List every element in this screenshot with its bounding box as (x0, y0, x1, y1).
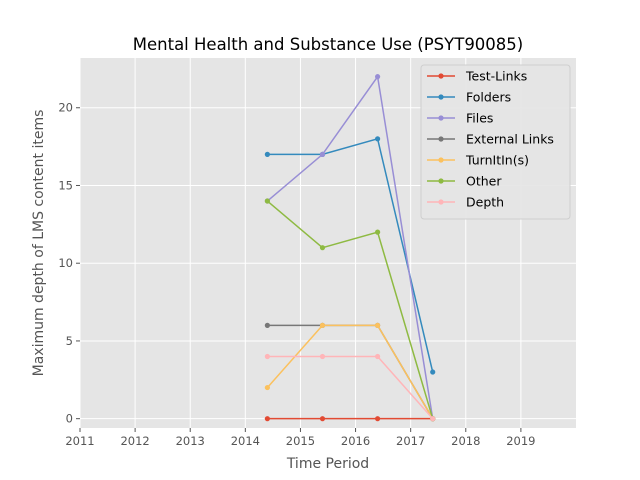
data-point (264, 416, 270, 422)
x-tick-label: 2019 (506, 434, 535, 448)
data-point (319, 245, 326, 251)
y-tick-label: 0 (66, 412, 73, 426)
x-tick-label: 2014 (231, 434, 260, 448)
data-point (264, 384, 270, 391)
series-depth (264, 353, 436, 422)
legend-swatch-marker (438, 115, 444, 121)
legend: Test-Links Folders Files External Links Turn… (420, 64, 571, 220)
legend-label: External Links (466, 132, 554, 147)
series-line (266, 200, 434, 419)
legend-item: Folders (427, 90, 511, 105)
y-tick-label: 15 (58, 178, 73, 192)
x-axis-ticks: 2011 2012 2013 2014 2015 2016 2017 2018 2019 (65, 428, 536, 448)
series-line (267, 137, 434, 373)
data-point (319, 322, 326, 328)
y-tick-label: 5 (66, 334, 73, 348)
y-tick-label: 20 (58, 101, 73, 115)
legend-swatch-marker (438, 136, 444, 142)
data-point (375, 416, 381, 422)
data-point (375, 74, 381, 80)
legend-item: Depth (427, 195, 504, 210)
series-layer (264, 74, 436, 422)
x-tick-label: 2011 (65, 434, 94, 448)
data-point (430, 369, 436, 375)
legend-swatch-marker (438, 73, 444, 79)
legend-swatch-marker (438, 157, 444, 163)
x-tick-label: 2017 (396, 434, 425, 448)
series-line (267, 355, 434, 420)
legend-item: Other (427, 174, 502, 189)
data-point (319, 353, 326, 360)
data-point (264, 198, 270, 204)
x-tick-label: 2013 (176, 434, 205, 448)
legend-swatch-marker (438, 94, 444, 100)
x-axis-label: Time Period (286, 456, 369, 472)
y-tick-label: 10 (58, 256, 73, 270)
y-axis-label: Maximum depth of LMS content items (31, 110, 47, 377)
chart-title: Mental Health and Substance Use (PSYT900… (133, 35, 524, 54)
legend-label: Folders (466, 90, 511, 105)
data-point (264, 151, 270, 157)
data-point (375, 353, 381, 360)
legend-item: TurnItIn(s) (427, 153, 529, 168)
data-point (375, 229, 381, 235)
legend-item: External Links (427, 132, 554, 147)
legend-item: Files (427, 111, 493, 126)
data-point (319, 416, 326, 422)
legend-label: Test-Links (465, 69, 527, 84)
legend-label: Depth (466, 195, 504, 210)
data-point (264, 353, 270, 360)
data-point (375, 136, 381, 142)
data-point (264, 322, 270, 328)
series-line (266, 74, 434, 419)
data-point (375, 322, 381, 328)
legend-box (420, 64, 571, 220)
x-tick-label: 2016 (341, 434, 370, 448)
legend-swatch-marker (438, 199, 444, 205)
legend-label: Other (466, 174, 502, 189)
y-axis-ticks: 0 5 10 15 20 (58, 101, 80, 426)
x-tick-label: 2015 (286, 434, 315, 448)
data-point (430, 416, 436, 422)
legend-swatch-marker (438, 178, 444, 184)
data-point (319, 151, 326, 157)
legend-item: Test-Links (427, 69, 527, 84)
legend-label: Files (466, 111, 493, 126)
grid-lines (79, 58, 576, 428)
x-tick-label: 2018 (451, 434, 480, 448)
x-tick-label: 2012 (120, 434, 149, 448)
legend-label: TurnItIn(s) (465, 153, 529, 168)
